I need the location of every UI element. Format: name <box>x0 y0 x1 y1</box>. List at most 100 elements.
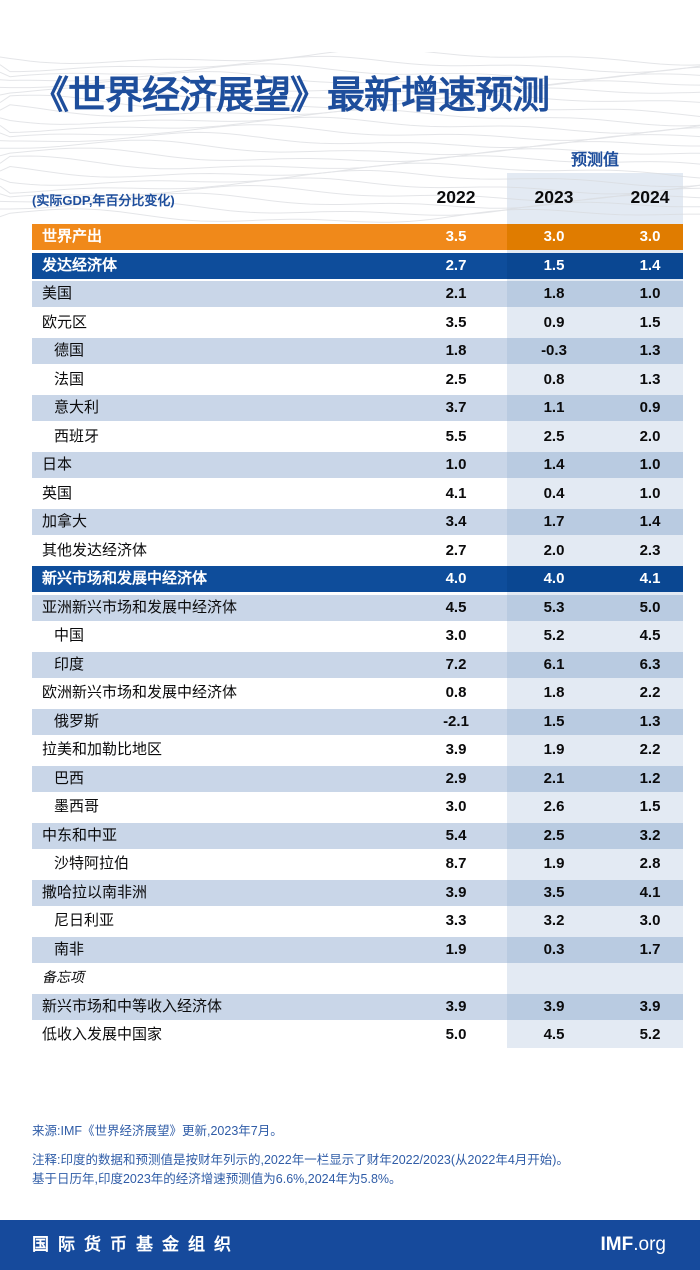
table-row: 欧洲新兴市场和发展中经济体 0.8 1.8 2.2 <box>32 680 683 706</box>
row-value-2022: 2.7 <box>445 541 467 559</box>
row-value-2023: 2.6 <box>543 798 565 815</box>
row-value-2023: 3.2 <box>543 912 565 929</box>
row-value-2022: 5.0 <box>445 1026 467 1043</box>
table-row: 其他发达经济体 2.7 2.0 2.3 <box>32 538 683 564</box>
row-value-2024: 4.1 <box>639 570 661 587</box>
row-value-2024: 1.3 <box>639 342 661 359</box>
row-label: 法国 <box>54 370 85 388</box>
note-line-2: 基于日历年,印度2023年的经济增速预测值为6.6%,2024年为5.8%。 <box>32 1172 402 1186</box>
row-value-2022: 8.7 <box>445 855 467 872</box>
row-value-2022: 4.1 <box>445 484 467 502</box>
row-value-2022: 3.9 <box>445 741 467 758</box>
table-row: 沙特阿拉伯 8.7 1.9 2.8 <box>32 851 683 877</box>
row-label: 意大利 <box>54 399 100 416</box>
row-value-2023: 3.0 <box>543 228 565 245</box>
table-row: 加拿大 3.4 1.7 1.4 <box>32 509 683 535</box>
row-value-2024: 1.4 <box>639 513 661 530</box>
row-label: 备忘项 <box>42 970 84 986</box>
row-value-2024: 1.5 <box>639 798 661 815</box>
row-value-2022: 3.5 <box>445 228 467 245</box>
row-label: 英国 <box>42 484 73 502</box>
source-line: 来源:IMF《世界经济展望》更新,2023年7月。 <box>32 1124 283 1138</box>
row-value-2022: 7.2 <box>445 655 467 673</box>
table-row: 新兴市场和发展中经济体 4.0 4.0 4.1 <box>32 566 683 592</box>
row-value-2024: 1.3 <box>639 370 661 388</box>
row-value-2022: 1.0 <box>445 456 467 473</box>
row-forecast-segment <box>507 509 683 535</box>
table-row: 墨西哥 3.0 2.6 1.5 <box>32 794 683 820</box>
column-header-2023: 2023 <box>534 187 574 207</box>
table-row: 法国 2.5 0.8 1.3 <box>32 367 683 393</box>
row-value-2024: 2.0 <box>639 427 661 445</box>
row-value-2023: -0.3 <box>541 342 567 359</box>
row-value-2022: 3.9 <box>445 883 467 901</box>
row-value-2024: 1.0 <box>639 484 661 502</box>
row-value-2024: 3.2 <box>639 826 661 844</box>
row-value-2024: 2.2 <box>639 741 661 758</box>
row-value-2024: 3.0 <box>639 912 661 929</box>
row-value-2022: 3.0 <box>445 798 467 815</box>
table-row: 中国 3.0 5.2 4.5 <box>32 623 683 649</box>
row-value-2024: 4.5 <box>639 627 661 644</box>
row-label: 拉美和加勒比地区 <box>42 741 163 758</box>
row-label: 印度 <box>54 655 85 673</box>
note-block: 注释:印度的数据和预测值是按财年列示的,2022年一栏显示了财年2022/202… <box>32 1151 680 1189</box>
row-label: 亚洲新兴市场和发展中经济体 <box>42 598 238 616</box>
row-forecast-segment <box>507 452 683 478</box>
row-value-2023: 4.5 <box>543 1026 565 1043</box>
row-value-2024: 1.0 <box>639 456 661 473</box>
table-row: 中东和中亚 5.4 2.5 3.2 <box>32 822 683 849</box>
row-forecast-segment <box>507 566 683 592</box>
row-label: 其他发达经济体 <box>42 541 148 559</box>
table-body: 世界产出 3.5 3.0 3.0 发达经济体 2.7 1.5 1.4 美国 2.… <box>32 224 683 1051</box>
row-value-2022: -2.1 <box>443 712 469 730</box>
row-value-2024: 1.7 <box>639 940 661 958</box>
row-forecast-segment <box>507 338 683 364</box>
row-label: 低收入发展中国家 <box>42 1026 163 1043</box>
row-forecast-segment <box>507 651 683 678</box>
row-label: 俄罗斯 <box>54 712 100 730</box>
table-row: 巴西 2.9 2.1 1.2 <box>32 765 683 792</box>
table-row: 发达经济体 2.7 1.5 1.4 <box>32 252 683 279</box>
row-value-2024: 0.9 <box>639 399 661 416</box>
row-value-2022: 5.5 <box>445 427 467 445</box>
row-label: 发达经济体 <box>42 256 118 274</box>
row-value-2022: 2.9 <box>445 769 467 787</box>
row-value-2023: 2.5 <box>543 427 565 445</box>
row-value-2024: 3.0 <box>639 228 661 245</box>
row-value-2022: 5.4 <box>445 826 467 844</box>
row-value-2023: 3.9 <box>543 997 565 1015</box>
row-value-2023: 0.8 <box>543 370 565 388</box>
table-row: 俄罗斯 -2.1 1.5 1.3 <box>32 708 683 735</box>
row-label: 中国 <box>54 627 85 644</box>
row-value-2022: 3.3 <box>445 912 467 929</box>
unit-label: (实际GDP,年百分比变化) <box>32 193 175 208</box>
row-value-2023: 1.8 <box>543 684 565 701</box>
row-label: 美国 <box>42 285 73 302</box>
row-value-2023: 4.0 <box>543 570 565 587</box>
row-value-2023: 2.5 <box>543 826 565 844</box>
row-value-2024: 5.2 <box>639 1026 661 1043</box>
table-row: 南非 1.9 0.3 1.7 <box>32 936 683 963</box>
row-value-2022: 4.5 <box>445 598 467 616</box>
row-label: 日本 <box>42 456 73 473</box>
row-value-2022: 1.9 <box>445 940 467 958</box>
row-forecast-segment <box>507 252 683 279</box>
topographic-wave-pattern <box>0 52 700 223</box>
note-line-1: 注释:印度的数据和预测值是按财年列示的,2022年一栏显示了财年2022/202… <box>32 1153 569 1167</box>
row-value-2023: 2.0 <box>543 541 565 559</box>
row-value-2023: 1.9 <box>543 741 565 758</box>
row-label: 欧元区 <box>42 313 88 331</box>
row-value-2024: 2.2 <box>639 684 661 701</box>
table-row: 意大利 3.7 1.1 0.9 <box>32 395 683 421</box>
row-value-2022: 0.8 <box>445 684 467 701</box>
row-value-2022: 2.7 <box>445 256 467 274</box>
row-label: 加拿大 <box>42 513 88 530</box>
row-forecast-segment <box>507 879 683 906</box>
footer-bar: 国际货币基金组织 IMF.org <box>0 1220 700 1270</box>
imf-org-link[interactable]: IMF.org <box>601 1220 666 1270</box>
table-row: 世界产出 3.5 3.0 3.0 <box>32 224 683 250</box>
row-forecast-segment <box>507 993 683 1020</box>
row-value-2024: 1.2 <box>639 769 661 787</box>
row-forecast-segment <box>507 765 683 792</box>
